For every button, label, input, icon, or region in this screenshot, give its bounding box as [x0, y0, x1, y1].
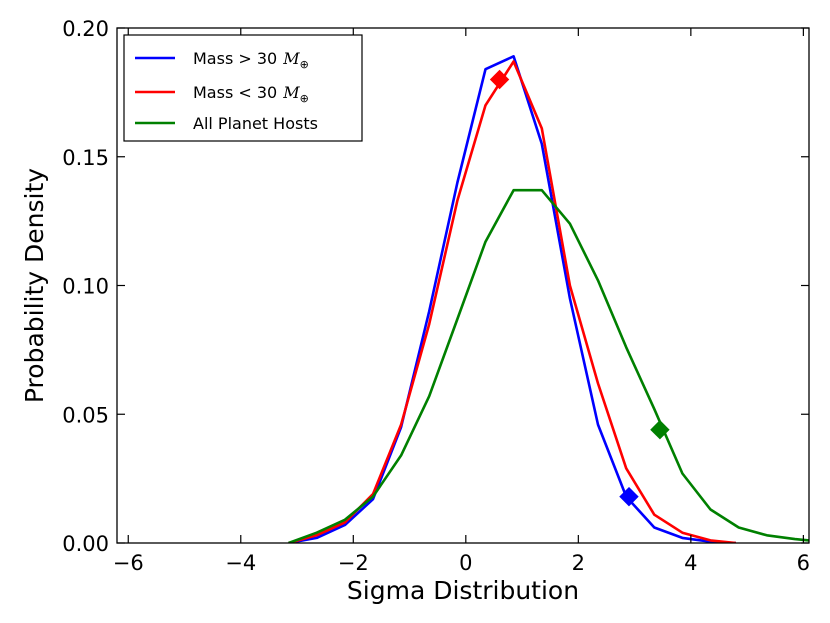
- x-tick-label: 2: [572, 551, 585, 575]
- plot-area: [288, 54, 809, 543]
- y-tick-label: 0.20: [62, 17, 109, 41]
- y-axis-title: Probability Density: [20, 168, 49, 403]
- tick-labels: −6 −4 −2 0 2 4 6 0.00 0.05 0.10 0.15 0.20: [62, 17, 810, 575]
- y-tick-label: 0.05: [62, 403, 109, 427]
- legend-label-1: Mass < 30 M⊕: [193, 83, 309, 105]
- series-marker-2: [650, 419, 670, 440]
- y-tick-label: 0.00: [62, 532, 109, 556]
- legend-label-2: All Planet Hosts: [193, 114, 318, 133]
- series-line-2: [288, 188, 809, 543]
- x-tick-label: 6: [797, 551, 810, 575]
- x-axis-title: Sigma Distribution: [347, 576, 579, 605]
- x-tick-label: −6: [113, 551, 144, 575]
- legend-label-0: Mass > 30 M⊕: [193, 49, 309, 71]
- axis-ticks: [117, 27, 809, 544]
- y-tick-label: 0.15: [62, 146, 109, 170]
- x-tick-label: −4: [225, 551, 256, 575]
- y-tick-label: 0.10: [62, 275, 109, 299]
- legend: Mass > 30 M⊕ Mass < 30 M⊕ All Planet Hosts: [123, 34, 363, 142]
- series-marker-0: [619, 486, 639, 507]
- x-tick-label: 4: [684, 551, 697, 575]
- x-tick-label: −2: [338, 551, 369, 575]
- series-line-0: [288, 54, 736, 543]
- x-tick-label: 0: [459, 551, 472, 575]
- series-marker-1: [489, 69, 510, 90]
